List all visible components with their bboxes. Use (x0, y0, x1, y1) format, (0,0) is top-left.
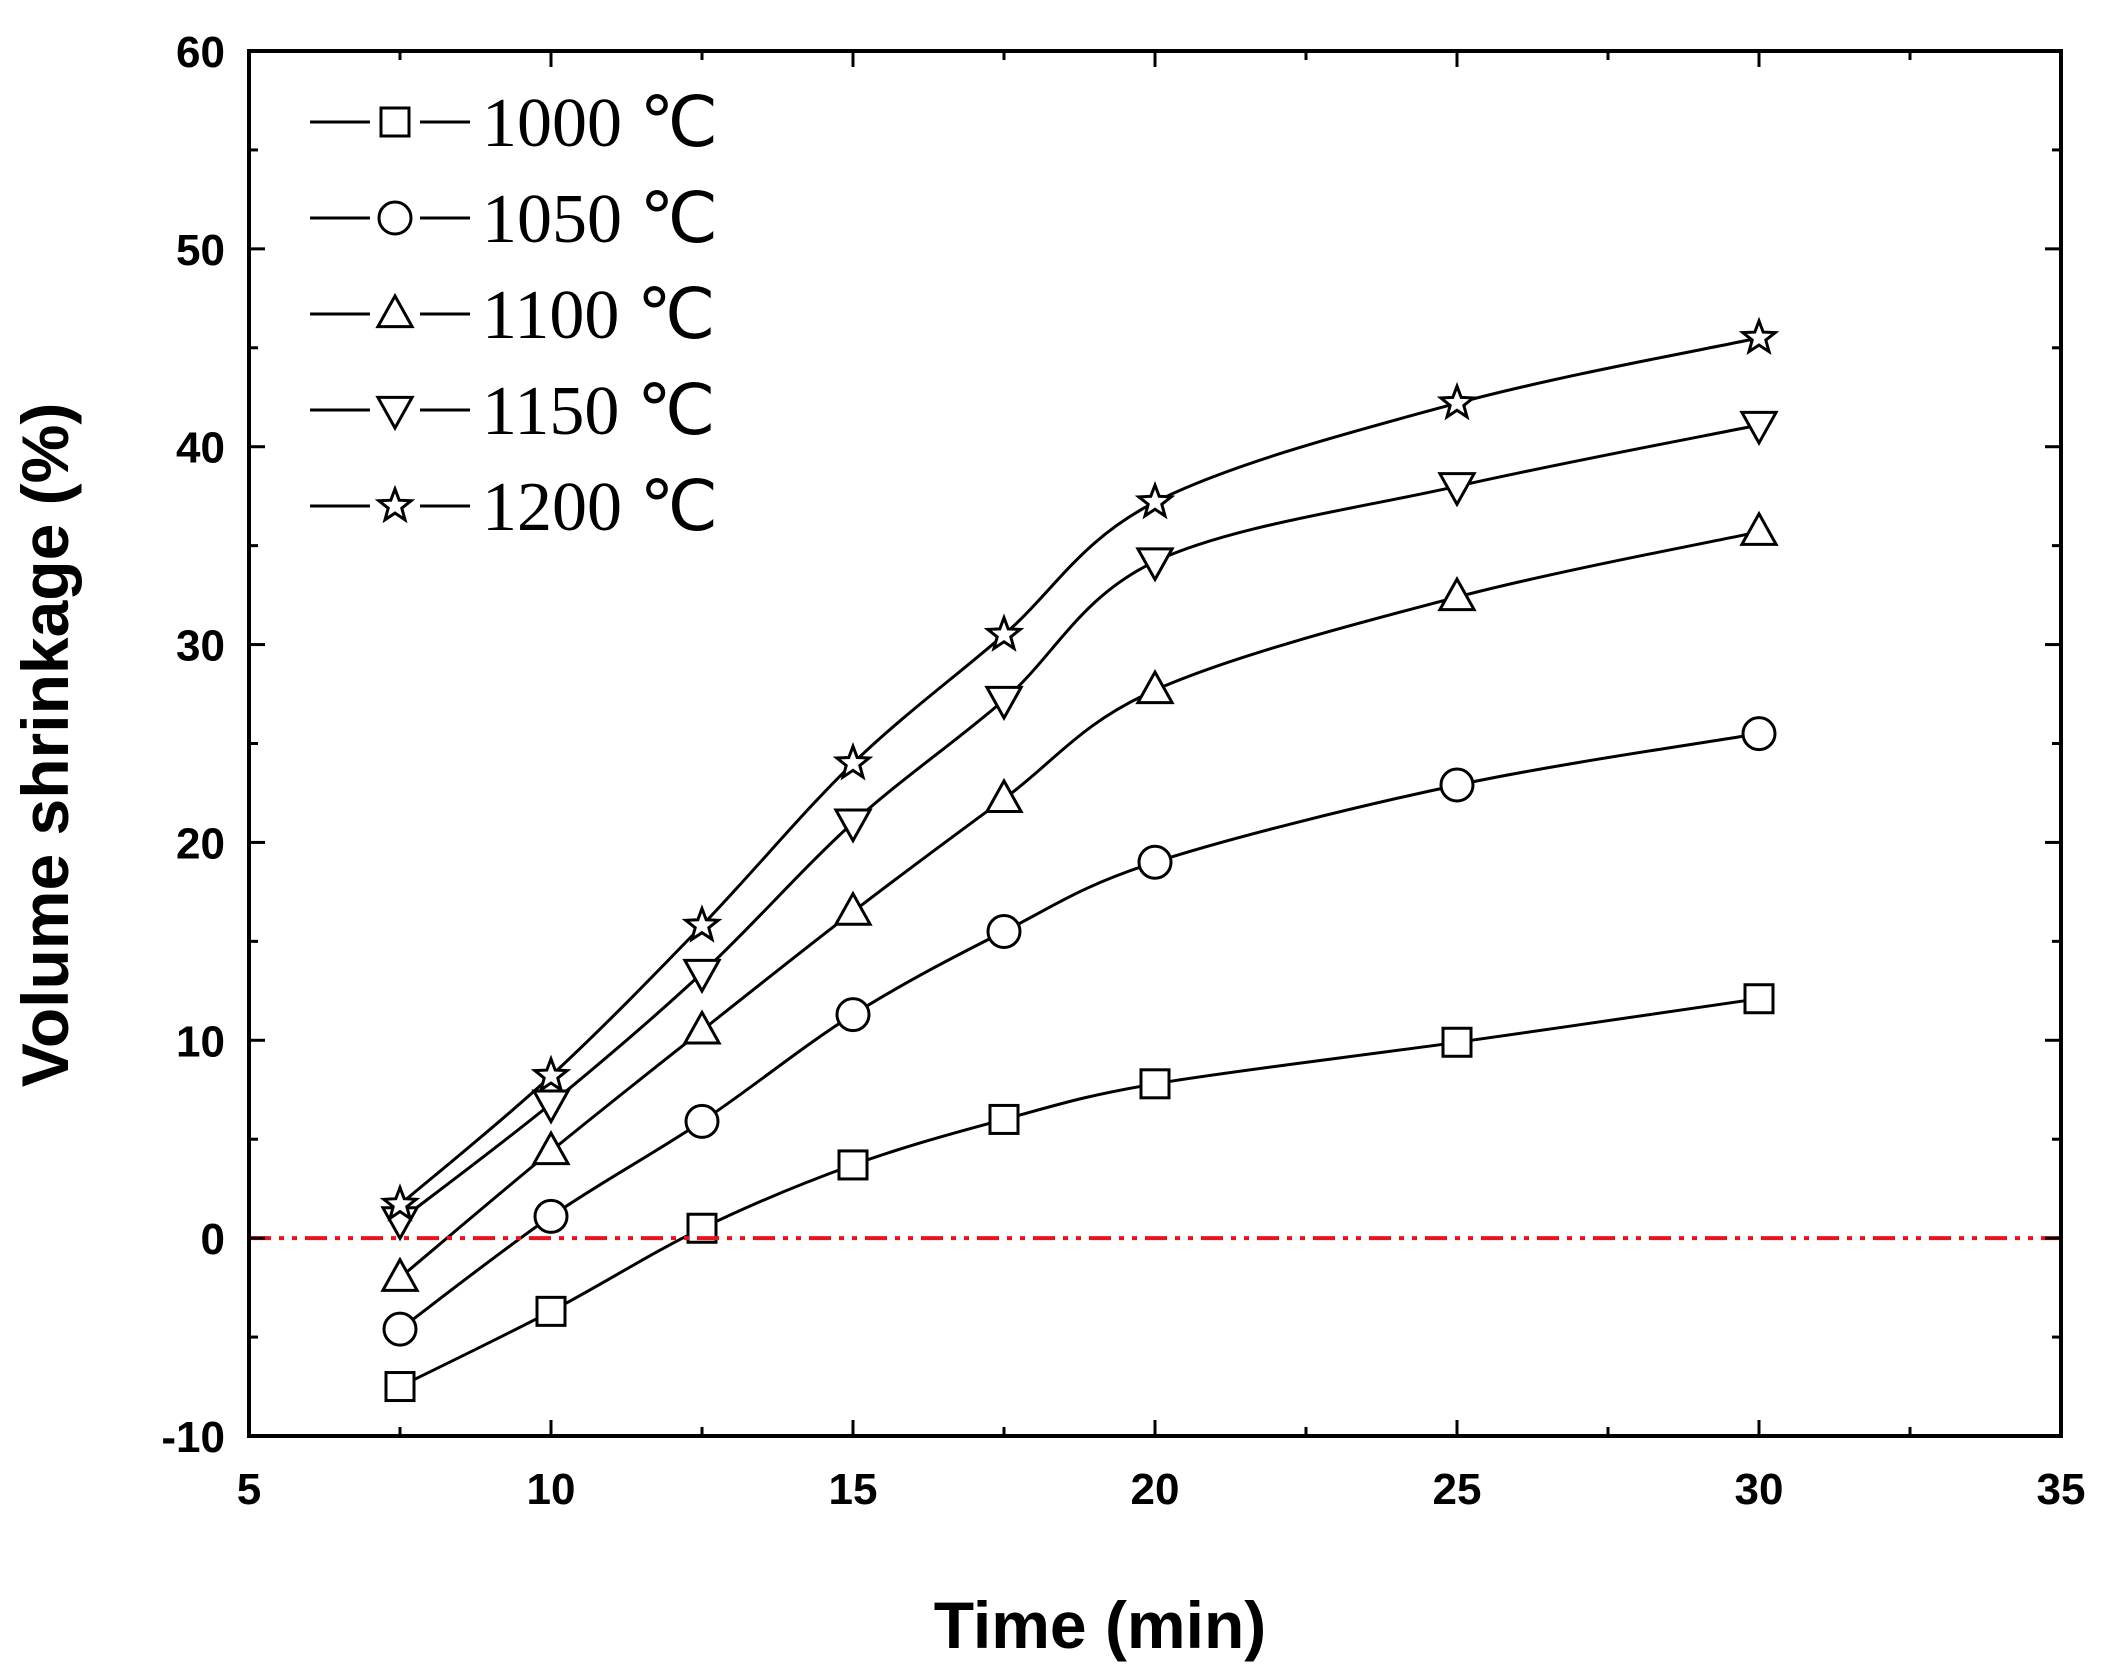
legend-item: 1150 ℃ (310, 373, 716, 450)
series-1050 (382, 716, 1777, 1347)
data-point (1741, 716, 1777, 752)
data-point (535, 1295, 567, 1327)
x-tick-label: 5 (237, 1465, 261, 1514)
legend-marker (379, 106, 411, 138)
data-point (1134, 480, 1176, 520)
x-tick-label: 15 (829, 1465, 878, 1514)
y-tick-label: 50 (176, 226, 225, 275)
legend-marker (374, 484, 416, 524)
data-point (984, 777, 1024, 813)
legend-marker (375, 395, 415, 432)
y-tick-label: -10 (161, 1413, 225, 1462)
legend: 1000 ℃ 1050 ℃ 1100 ℃ 1150 ℃ 1200 ℃ (310, 85, 718, 546)
data-point (833, 890, 873, 926)
x-tick-label: 20 (1131, 1465, 1180, 1514)
legend-label: 1000 ℃ (482, 85, 718, 162)
data-point (681, 904, 723, 943)
legend-item: 1000 ℃ (310, 85, 718, 162)
legend-label: 1100 ℃ (482, 277, 716, 354)
legend-label: 1150 ℃ (482, 373, 716, 450)
data-point (1738, 316, 1780, 356)
y-axis-title: Volume shrinkage (%) (8, 403, 82, 1088)
data-point (682, 958, 722, 995)
y-tick-label: 10 (176, 1017, 225, 1066)
legend-label: 1200 ℃ (482, 469, 718, 546)
data-point (988, 1103, 1020, 1135)
legend-item: 1200 ℃ (310, 469, 718, 546)
data-point (379, 1183, 421, 1222)
series-1200 (379, 316, 1780, 1222)
series-line (399, 336, 1760, 1206)
data-point (380, 1256, 420, 1292)
y-tick-label: 40 (176, 424, 225, 473)
data-point (531, 1130, 571, 1166)
data-point (684, 1103, 720, 1139)
series-line (399, 530, 1760, 1279)
data-point (984, 685, 1024, 722)
legend-marker (377, 200, 413, 236)
data-point (1439, 767, 1475, 803)
data-point (837, 1149, 869, 1181)
data-point (835, 997, 871, 1033)
data-point (1135, 669, 1175, 705)
data-point (1436, 381, 1478, 421)
data-point (983, 613, 1025, 652)
plot-frame (247, 49, 2063, 1438)
data-point (1743, 983, 1775, 1015)
data-point (1135, 547, 1175, 583)
x-tick-label: 30 (1735, 1465, 1784, 1514)
data-point (1139, 1068, 1171, 1100)
data-point (1437, 576, 1477, 612)
data-point (384, 1371, 416, 1403)
y-tick-label: 30 (176, 622, 225, 671)
x-tick-label: 10 (527, 1465, 576, 1514)
data-point (682, 1009, 722, 1045)
data-point (1441, 1026, 1473, 1058)
x-axis-title: Time (min) (934, 1588, 1266, 1662)
data-point (1739, 510, 1779, 546)
series-1000 (384, 983, 1775, 1403)
data-point (832, 742, 874, 781)
data-point (530, 1054, 572, 1094)
legend-item: 1100 ℃ (310, 277, 716, 354)
data-point (531, 1089, 571, 1125)
data-point (382, 1311, 418, 1347)
legend-label: 1050 ℃ (482, 181, 718, 258)
y-tick-label: 0 (201, 1215, 225, 1264)
series-line (399, 997, 1760, 1388)
y-tick-label: 20 (176, 819, 225, 868)
x-tick-label: 35 (2037, 1465, 2086, 1514)
data-point (833, 808, 873, 844)
tick-layer: 5 10 15 20 25 30 35 -10 0 10 20 30 40 50 60 (161, 28, 2085, 1514)
data-point (1739, 410, 1779, 447)
legend-item: 1050 ℃ (310, 181, 718, 258)
x-tick-label: 25 (1433, 1465, 1482, 1514)
series-1100 (380, 510, 1779, 1292)
legend-marker (375, 292, 415, 329)
data-point (1137, 844, 1173, 880)
data-point (986, 913, 1022, 949)
data-point (1437, 472, 1477, 508)
y-tick-label: 60 (176, 28, 225, 77)
data-point (533, 1198, 569, 1234)
